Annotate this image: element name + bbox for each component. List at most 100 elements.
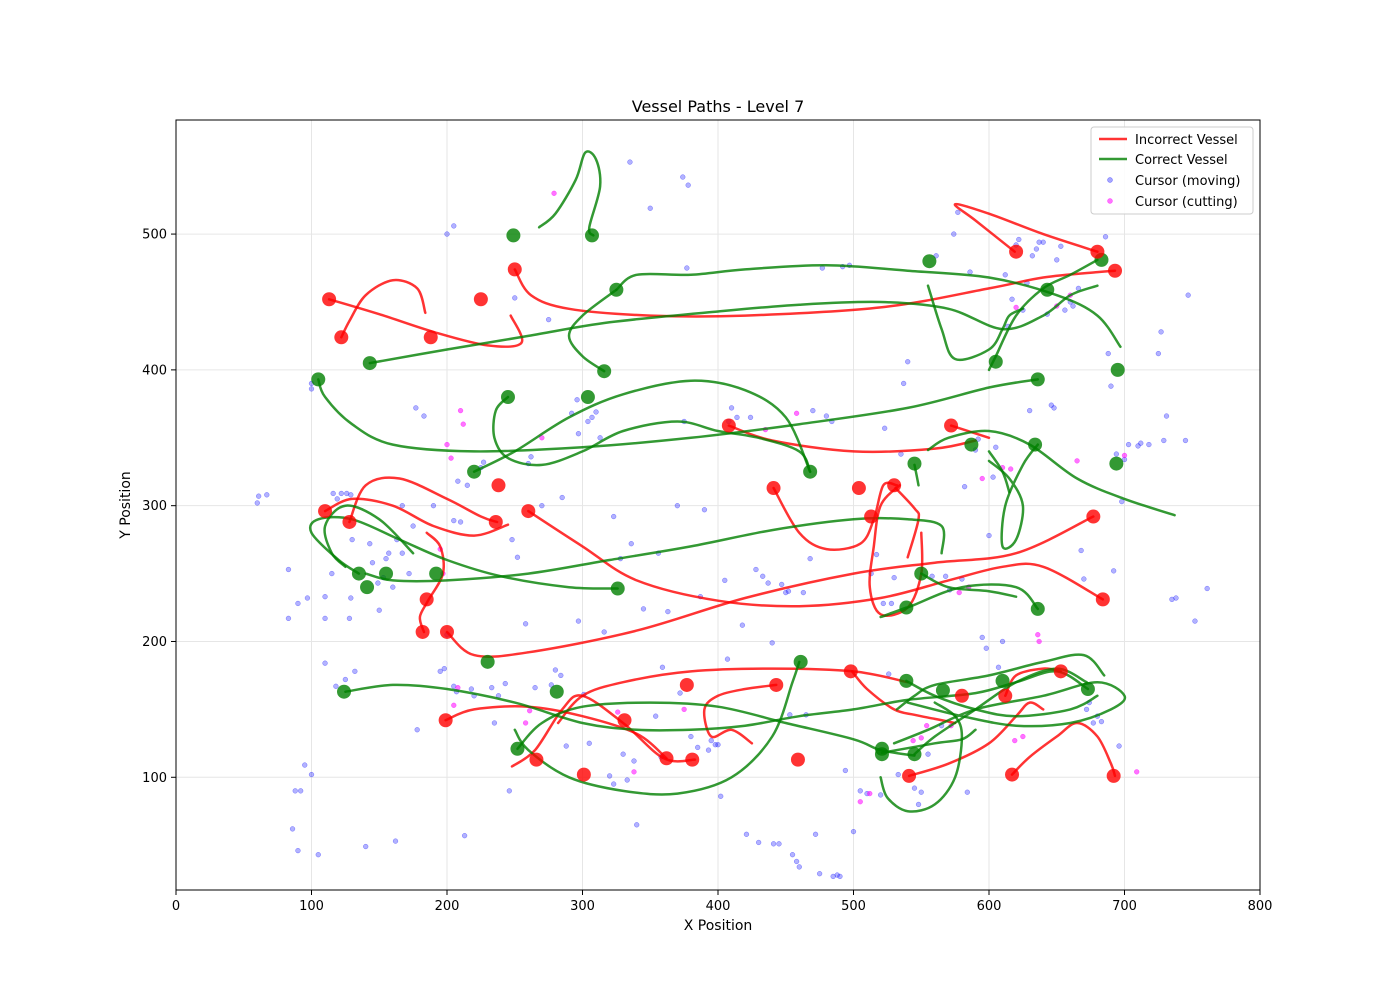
cursor-moving-point	[330, 490, 336, 497]
cursor-moving-point	[925, 751, 931, 757]
cursor-moving-point	[308, 771, 315, 778]
legend-label-cursor-moving: Cursor (moving)	[1135, 174, 1240, 189]
cursor-moving-point	[776, 841, 782, 847]
legend-swatch-cursor-cutting	[1107, 198, 1113, 204]
cursor-moving-point	[333, 683, 339, 689]
cursor-moving-point	[589, 414, 595, 421]
cursor-moving-point	[747, 414, 754, 421]
correct-vessel-path	[920, 572, 1018, 598]
correct-vessel-path	[323, 504, 415, 569]
cursor-moving-point	[857, 788, 863, 794]
correct-vessel-path	[892, 680, 1127, 745]
incorrect-vessel-endpoint	[1095, 592, 1110, 607]
cursor-moving-point	[348, 595, 354, 601]
correct-vessel-path	[537, 150, 602, 237]
incorrect-vessel-endpoint	[1106, 768, 1121, 783]
cursor-moving-point	[304, 595, 311, 601]
correct-vessel-path	[516, 701, 916, 757]
cursor-moving-point	[1062, 307, 1068, 313]
cursor-cutting-point	[924, 723, 930, 729]
cursor-moving-point	[624, 777, 630, 783]
correct-vessel-endpoint	[988, 354, 1003, 369]
cursor-cutting-point	[460, 421, 466, 427]
incorrect-vessel-path	[527, 509, 1105, 608]
cursor-moving-point	[1155, 350, 1162, 357]
correct-vessel-endpoint	[610, 581, 625, 596]
cursor-moving-point	[1105, 350, 1111, 357]
incorrect-vessel-endpoint	[790, 752, 805, 767]
correct-vessel-endpoint	[580, 390, 595, 405]
cursor-moving-point	[1016, 236, 1022, 243]
cursor-cutting-point	[979, 475, 985, 482]
y-tick-label: 200	[142, 635, 167, 650]
cursor-moving-point	[329, 570, 335, 577]
cursor-moving-point	[352, 668, 358, 675]
cursor-moving-point	[1113, 451, 1120, 457]
correct-vessel-endpoint	[337, 684, 352, 699]
correct-vessel-endpoint	[803, 464, 818, 479]
cursor-moving-point	[659, 664, 666, 670]
cursor-moving-point	[905, 359, 911, 365]
cursor-cutting-point	[457, 407, 464, 414]
correct-vessel-endpoint	[1109, 456, 1124, 471]
cursor-moving-point	[1054, 257, 1060, 263]
incorrect-vessel-endpoint	[521, 504, 536, 519]
cursor-moving-point	[1083, 706, 1090, 713]
legend-item-incorrect: Incorrect Vessel	[1099, 133, 1238, 148]
cursor-moving-point	[715, 742, 721, 748]
cursor-moving-point	[338, 490, 344, 497]
incorrect-vessel-path	[702, 683, 778, 745]
correct-vessel-endpoint	[609, 282, 624, 297]
cursor-moving-point	[376, 607, 382, 613]
x-axis-label: X Position	[684, 918, 753, 934]
cursor-moving-point	[880, 600, 886, 607]
cursor-moving-point	[363, 843, 369, 850]
cursor-moving-point	[455, 478, 461, 484]
correct-vessel-endpoint	[467, 464, 482, 479]
cursor-moving-point	[891, 575, 897, 581]
cursor-moving-point	[1169, 596, 1175, 603]
incorrect-vessel-path	[513, 268, 1117, 318]
cursor-cutting-point	[857, 799, 863, 805]
cursor-cutting-point	[448, 455, 454, 461]
cursor-moving-point	[514, 554, 521, 560]
legend-item-cursor-cutting: Cursor (cutting)	[1107, 195, 1238, 210]
incorrect-vessel-path	[340, 278, 427, 339]
cursor-moving-point	[886, 671, 892, 677]
cursor-moving-point	[724, 656, 731, 662]
cursor-moving-point	[834, 872, 840, 878]
correct-vessel-path	[308, 515, 619, 590]
cursor-moving-point	[734, 414, 740, 421]
incorrect-vessel-endpoint	[473, 292, 488, 307]
cursor-moving-point	[464, 482, 470, 488]
correct-vessel-endpoint	[379, 566, 394, 581]
cursor-moving-point	[1040, 239, 1046, 245]
correct-vessel-path	[895, 653, 1106, 711]
correct-vessel-endpoint	[874, 747, 889, 762]
cursor-moving-point	[552, 667, 559, 673]
legend-item-cursor-moving: Cursor (moving)	[1107, 174, 1240, 189]
cursor-moving-point	[302, 762, 308, 768]
correct-vessel-path	[926, 284, 1025, 362]
incorrect-vessel-endpoint	[334, 330, 349, 345]
vessel-endpoints	[311, 228, 1125, 783]
cursor-cutting-point	[631, 769, 637, 775]
cursor-moving-point	[783, 589, 789, 596]
cursor-moving-point	[983, 645, 989, 651]
cursor-moving-point	[785, 588, 792, 594]
incorrect-vessel-path	[444, 705, 668, 760]
legend-label-incorrect: Incorrect Vessel	[1135, 133, 1238, 148]
legend-swatch-cursor-moving	[1107, 177, 1113, 183]
incorrect-vessel-endpoint	[659, 751, 674, 766]
correct-vessel-endpoint	[506, 228, 521, 243]
cursor-moving-point	[559, 494, 565, 501]
cursor-moving-point	[800, 589, 807, 596]
cursor-cutting-point	[1013, 304, 1019, 311]
cursor-moving-point	[399, 550, 405, 556]
x-tick-label: 700	[1112, 899, 1137, 914]
cursor-cutting-point	[1134, 769, 1140, 775]
cursor-moving-point	[444, 231, 450, 237]
cursor-moving-point	[468, 686, 475, 692]
cursor-moving-point	[677, 690, 683, 696]
